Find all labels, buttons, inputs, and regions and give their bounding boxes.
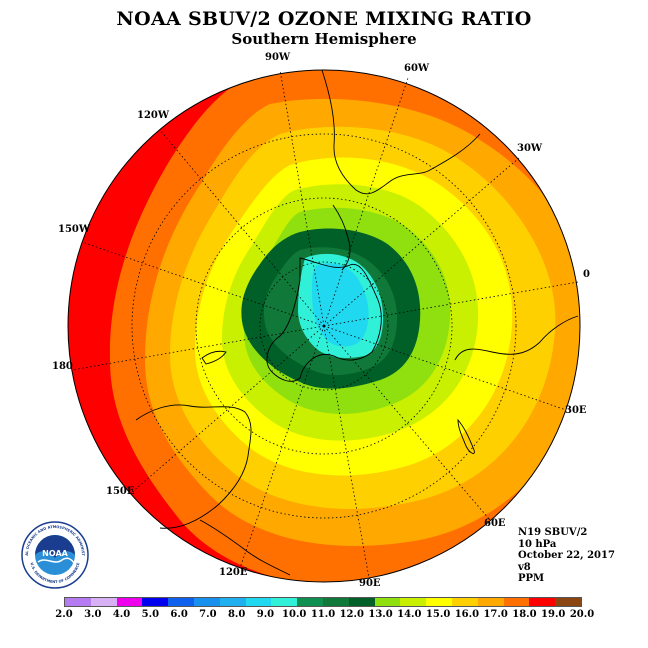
colorbar-swatch-6 [219, 598, 246, 606]
colorbar-swatch-10 [322, 598, 349, 606]
logo-sky [35, 535, 75, 558]
colorbar-tick-label: 8.0 [227, 609, 246, 620]
meridian-90w [279, 69, 325, 327]
colorbar-swatch-18 [529, 598, 556, 606]
coast-africa [454, 315, 579, 361]
lon-label-150e: 150E [106, 486, 135, 497]
map-title: NOAA SBUV/2 OZONE MIXING RATIO [116, 8, 532, 30]
colorbar-swatch-3 [142, 598, 169, 606]
lat-circle-60 [131, 133, 517, 519]
lon-label-120w: 120W [137, 110, 170, 121]
coastlines [135, 69, 579, 576]
product-info: N19 SBUV/2 10 hPa October 22, 2017 v8 PP… [518, 527, 615, 585]
lon-label-90w: 90W [265, 52, 291, 63]
coast-madagascar [457, 418, 475, 454]
lon-label-30e: 30E [565, 405, 587, 416]
info-level: 10 hPa [518, 538, 557, 550]
meridian-150e [129, 325, 325, 495]
meridian-90e [323, 325, 370, 579]
meridian-30w [323, 157, 520, 327]
colorbar-swatch-1 [90, 598, 117, 606]
lon-label-60e: 60E [484, 518, 506, 529]
lon-label-30w: 30W [517, 143, 543, 154]
coast-antarctica [266, 257, 382, 382]
coast-south-america [321, 69, 481, 195]
colorbar-tick-label: 16.0 [454, 609, 480, 620]
info-version: v8 [518, 561, 531, 573]
colorbar-ticks: 2.0 3.0 4.0 5.0 6.0 7.0 8.0 9.0 10.0 11.0 12.0 13.0… [44, 609, 602, 623]
coast-antarctic-peninsula [332, 204, 351, 271]
colorbar-swatch-19 [555, 598, 581, 606]
lon-label-120e: 120E [219, 567, 248, 578]
colorbar-swatch-16 [477, 598, 504, 606]
lat-circle-80 [259, 261, 389, 391]
colorbar [64, 597, 582, 607]
colorbar-tick-label: 14.0 [397, 609, 422, 620]
meridian-120e [239, 325, 325, 569]
colorbar-swatch-12 [374, 598, 401, 606]
colorbar-tick-label: 9.0 [256, 609, 275, 620]
graticule [71, 69, 579, 579]
meridian-60e [323, 325, 491, 521]
ozone-field [68, 70, 580, 582]
lon-label-0: 0 [583, 269, 590, 280]
colorbar-tick-label: 7.0 [199, 609, 217, 620]
colorbar-tick-label: 10.0 [282, 609, 307, 620]
map-boundary [67, 69, 581, 583]
colorbar-swatch-15 [451, 598, 478, 606]
colorbar-swatch-11 [348, 598, 375, 606]
lon-label-90e: 90E [359, 578, 381, 589]
map-subtitle: Southern Hemisphere [231, 30, 417, 48]
meridian-30e [323, 325, 567, 411]
coast-australia [135, 404, 252, 529]
colorbar-tick-label: 4.0 [112, 609, 131, 620]
coast-indonesia [199, 519, 291, 576]
colorbar-tick-label: 20.0 [569, 609, 595, 620]
meridian-0 [323, 281, 579, 327]
colorbar-swatch-8 [271, 598, 298, 606]
colorbar-tick-label: 15.0 [425, 609, 451, 620]
info-instrument: N19 SBUV/2 [518, 527, 588, 538]
colorbar-swatch-4 [168, 598, 194, 606]
colorbar-tick-label: 12.0 [339, 609, 364, 620]
meridian-120w [159, 129, 325, 327]
info-units: PPM [518, 573, 545, 584]
colorbar-swatch-9 [297, 598, 323, 606]
colorbar-tick-label: 11.0 [310, 609, 336, 620]
lat-circle-70 [195, 197, 453, 455]
meridian-150w [81, 241, 325, 327]
colorbar-tick-label: 13.0 [368, 609, 393, 620]
colorbar-swatch-0 [65, 598, 91, 606]
colorbar-swatch-5 [193, 598, 220, 606]
colorbar-tick-label: 2.0 [55, 609, 73, 620]
colorbar-tick-label: 17.0 [483, 609, 508, 620]
lon-label-150w: 150W [58, 224, 91, 235]
lon-label-60w: 60W [404, 63, 430, 74]
field-band-9 [312, 263, 369, 347]
colorbar-tick-label: 6.0 [170, 609, 188, 620]
colorbar-tick-label: 19.0 [541, 609, 566, 620]
colorbar-swatch-7 [245, 598, 272, 606]
colorbar-tick-label: 5.0 [141, 609, 160, 620]
noaa-logo: NATIONAL OCEANIC AND ATMOSPHERIC ADMINIS… [20, 520, 89, 589]
lon-label-180: 180 [52, 361, 73, 372]
info-date: October 22, 2017 [518, 550, 615, 561]
colorbar-swatch-17 [503, 598, 530, 606]
logo-noaa-text: NOAA [42, 549, 68, 558]
colorbar-swatch-13 [400, 598, 427, 606]
colorbar-tick-label: 18.0 [512, 609, 537, 620]
colorbar-swatch-14 [426, 598, 452, 606]
meridian-180 [71, 325, 325, 371]
colorbar-swatch-2 [116, 598, 143, 606]
coast-new-zealand [201, 350, 227, 365]
colorbar-tick-label: 3.0 [84, 609, 102, 620]
